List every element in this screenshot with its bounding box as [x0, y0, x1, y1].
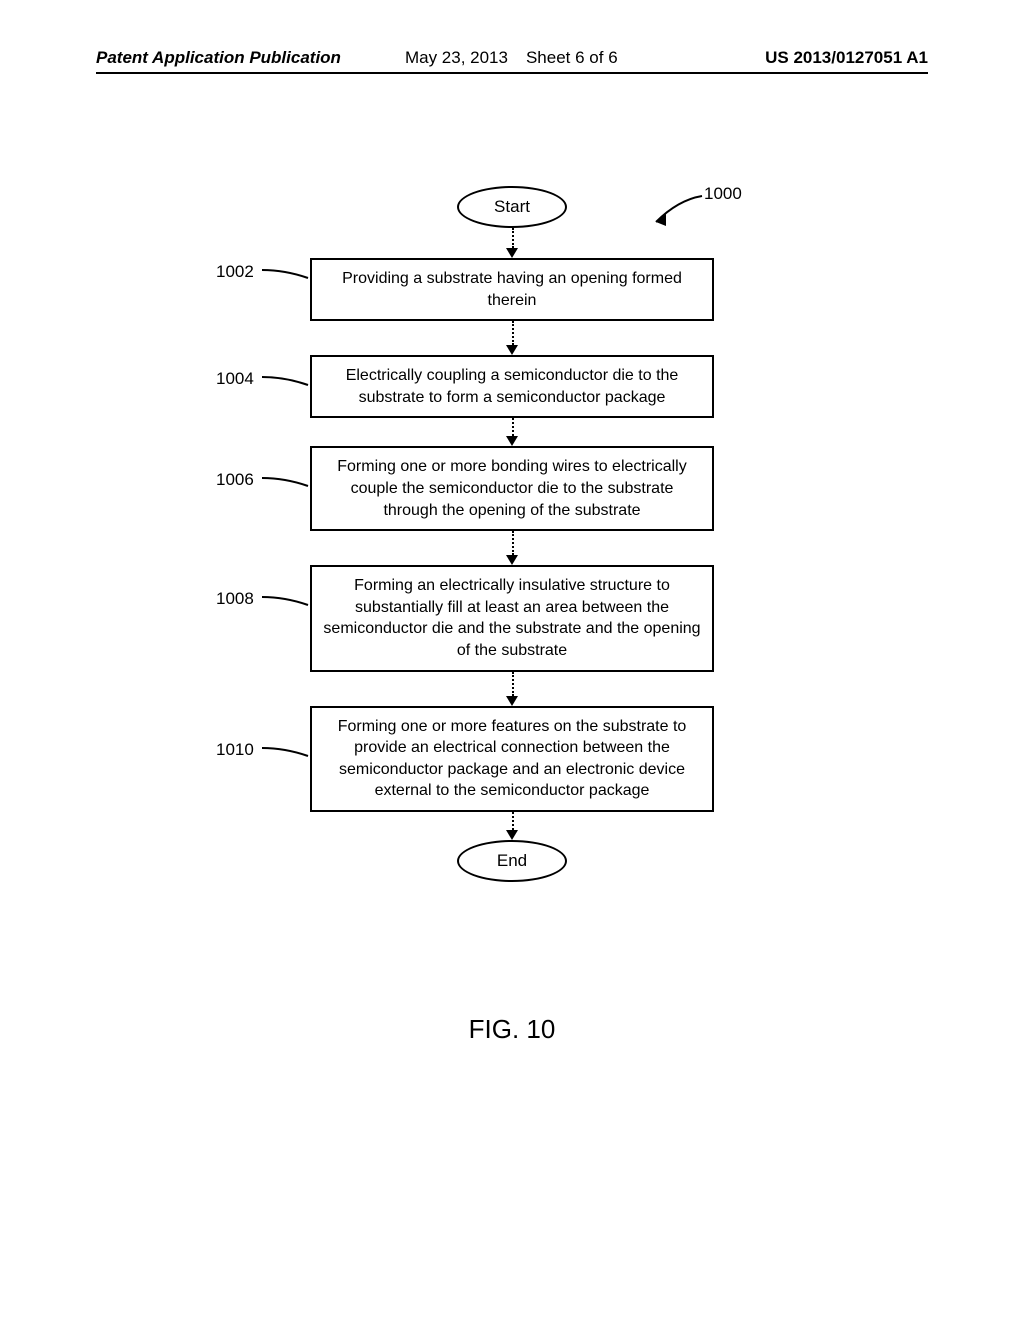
ref-arrow-1000: [648, 192, 706, 232]
step-wrapper-1002: 1002 Providing a substrate having an ope…: [0, 258, 1024, 321]
callout-1006: [260, 476, 310, 490]
step-1008-text: Forming an electrically insulative struc…: [323, 577, 700, 659]
header-rule: [96, 72, 928, 74]
figure-caption: FIG. 10: [0, 1014, 1024, 1045]
callout-1010: [260, 746, 310, 760]
callout-1004: [260, 375, 310, 389]
step-1008: Forming an electrically insulative struc…: [310, 565, 714, 671]
flowchart: 1000 Start 1002 Providing a substrate ha…: [0, 186, 1024, 882]
step-1010: Forming one or more features on the subs…: [310, 706, 714, 812]
terminal-start: Start: [457, 186, 567, 228]
step-1004-text: Electrically coupling a semiconductor di…: [346, 367, 679, 406]
step-1010-text: Forming one or more features on the subs…: [338, 718, 687, 800]
header-publication: Patent Application Publication: [96, 48, 341, 68]
step-wrapper-1004: 1004 Electrically coupling a semiconduct…: [0, 355, 1024, 418]
step-ref-1002: 1002: [216, 262, 254, 282]
step-wrapper-1006: 1006 Forming one or more bonding wires t…: [0, 446, 1024, 531]
step-ref-1006: 1006: [216, 470, 254, 490]
header-date: May 23, 2013: [405, 48, 508, 68]
flowchart-ref-number: 1000: [704, 184, 742, 204]
step-ref-1004: 1004: [216, 369, 254, 389]
page-header: Patent Application Publication May 23, 2…: [0, 48, 1024, 68]
step-ref-1010: 1010: [216, 740, 254, 760]
step-1002: Providing a substrate having an opening …: [310, 258, 714, 321]
step-wrapper-1008: 1008 Forming an electrically insulative …: [0, 565, 1024, 671]
patent-page: Patent Application Publication May 23, 2…: [0, 0, 1024, 1320]
header-pubnum: US 2013/0127051 A1: [765, 48, 928, 68]
step-1006-text: Forming one or more bonding wires to ele…: [337, 458, 686, 518]
step-wrapper-1010: 1010 Forming one or more features on the…: [0, 706, 1024, 812]
step-ref-1008: 1008: [216, 589, 254, 609]
terminal-end: End: [457, 840, 567, 882]
callout-1002: [260, 268, 310, 282]
step-1004: Electrically coupling a semiconductor di…: [310, 355, 714, 418]
callout-1008: [260, 595, 310, 609]
step-1002-text: Providing a substrate having an opening …: [342, 270, 682, 309]
step-1006: Forming one or more bonding wires to ele…: [310, 446, 714, 531]
terminal-end-label: End: [497, 851, 527, 871]
terminal-start-label: Start: [494, 197, 530, 217]
header-sheet: Sheet 6 of 6: [526, 48, 618, 68]
